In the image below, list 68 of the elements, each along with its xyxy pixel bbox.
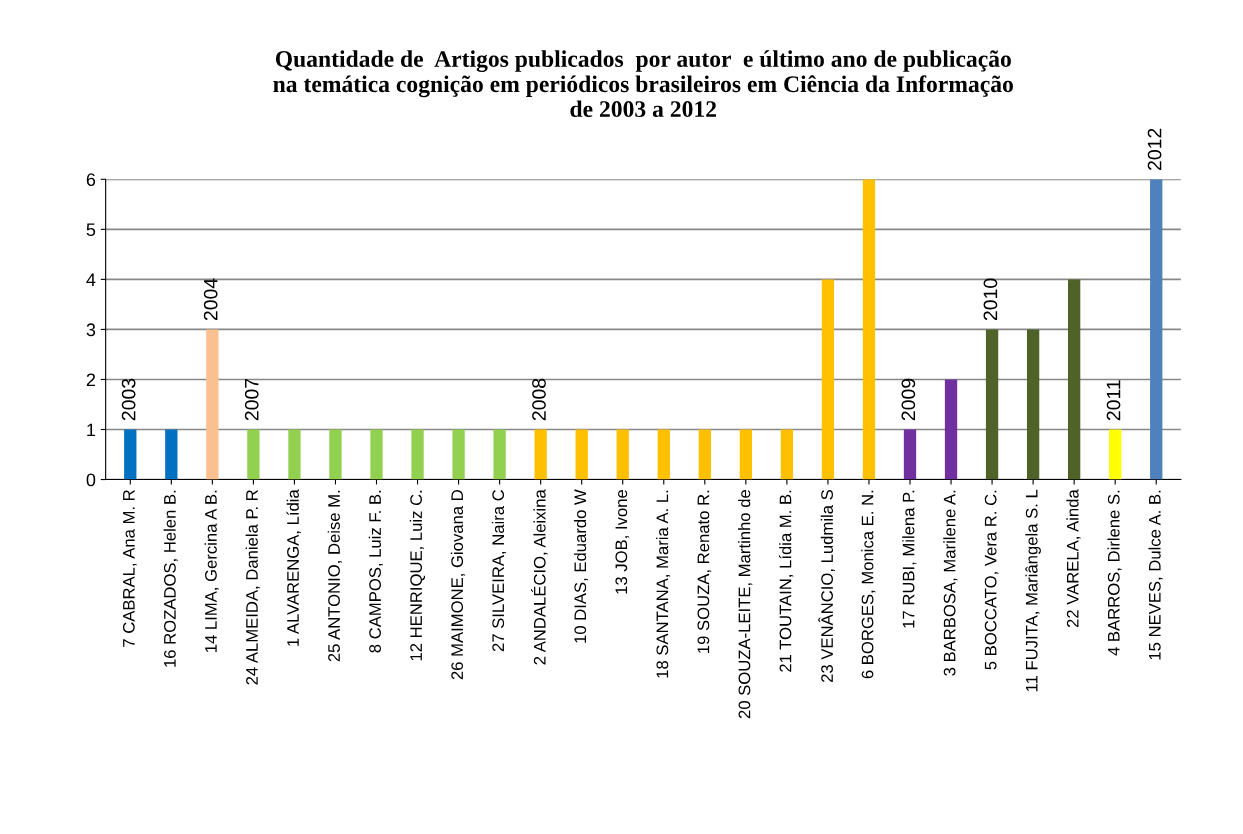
x-tick-label: 6 BORGES, Monica E. N.	[861, 490, 876, 679]
x-tick-label: 18 SANTANA, Maria A. L.	[656, 490, 671, 678]
annotation: 2009	[901, 378, 916, 421]
x-tick-label: 19 SOUZA, Renato R.	[697, 490, 712, 653]
annotation: 2012	[1147, 128, 1162, 170]
x-tick-label: 8 CAMPOS, Luiz F. B.	[368, 490, 383, 653]
y-tick-label: 4	[86, 273, 96, 286]
bar	[944, 379, 958, 480]
x-tick-label: 23 VENÂNCIO, Ludmila S	[818, 490, 835, 683]
y-tick-label: 3	[86, 323, 96, 337]
x-tick-label: 12 HENRIQUE, Luiz C.	[409, 490, 425, 661]
y-tick-label: 0	[86, 473, 96, 487]
x-tick-label: 4 BARROS, Dirlene S.	[1107, 490, 1122, 656]
bar	[124, 429, 137, 480]
bar	[411, 429, 424, 480]
x-tick-label: 20 SOUZA-LEITE, Martinho de	[738, 490, 753, 719]
bar	[329, 429, 342, 480]
bar	[780, 429, 794, 480]
bar	[616, 429, 629, 480]
bar	[452, 429, 465, 480]
bar	[698, 429, 711, 480]
y-tick-label: 1	[87, 423, 96, 437]
annotation: 2007	[244, 378, 259, 421]
x-tick-label: 10 DIAS, Eduardo W	[573, 489, 589, 643]
x-tick-label: 27 SILVEIRA, Naira C	[491, 489, 507, 652]
bar	[862, 179, 876, 480]
bar	[575, 429, 588, 480]
x-tick-label: 5 BOCCATO, Vera R. C.	[984, 490, 999, 670]
y-tick-label: 2	[86, 373, 96, 387]
bar	[288, 429, 301, 480]
bar	[206, 329, 219, 480]
x-tick-label: 17 RUBI, Milena P.	[902, 490, 917, 628]
bar	[821, 279, 835, 480]
bar	[493, 429, 506, 480]
annotation: 2003	[121, 378, 136, 421]
bar	[1068, 279, 1081, 480]
x-tick-label: 25 ANTONIO, Deise M.	[327, 490, 342, 662]
x-tick-label: 7 CABRAL, Ana M. R	[122, 490, 137, 647]
annotation: 2010	[983, 278, 998, 321]
x-tick-label: 2 ANDALÉCIO, Aleixina	[531, 489, 548, 665]
bar	[1150, 179, 1163, 480]
bar	[739, 429, 752, 480]
bar	[165, 429, 178, 480]
x-tick-label: 15 NEVES, Dulce A. B.	[1148, 490, 1163, 660]
annotation: 2011	[1106, 380, 1121, 421]
x-tick-label: 16 ROZADOS, Helen B.	[163, 490, 178, 667]
bar	[985, 329, 999, 480]
bar	[1109, 429, 1122, 480]
x-tick-label: 11 FUJITA, Mariângela S. L	[1025, 489, 1041, 692]
x-tick-label: 3 BARBOSA, Marilene A.	[943, 490, 958, 676]
annotation: 2008	[532, 378, 546, 421]
y-tick-label: 6	[86, 173, 96, 187]
bar	[657, 429, 670, 480]
chart-title: Quantidade de Artigos publicados por autor e último ano de publicação na temática cognição em periódicos brasileiros em Ciência da Informação de 2003 a 2012	[273, 50, 1013, 118]
x-tick-label: 22 VARELA, Ainda	[1066, 489, 1081, 628]
y-tick-label: 5	[86, 223, 96, 237]
x-tick-label: 1 ALVARENGA, Lídia	[286, 489, 301, 646]
bar	[534, 429, 547, 480]
x-tick-label: 24 ALMEIDA, Daniela P. R	[245, 490, 260, 685]
bar	[247, 429, 260, 480]
x-tick-label: 13 JOB, Ivone	[615, 490, 630, 594]
x-tick-label: 21 TOUTAIN, Lídia M. B.	[778, 490, 794, 672]
x-tick-label: 26 MAIMONE, Giovana D	[450, 490, 466, 680]
bar	[903, 429, 917, 480]
bar	[1026, 329, 1040, 480]
annotation: 2004	[203, 278, 218, 321]
x-tick-label: 14 LIMA, Gercina A B.	[204, 490, 219, 652]
bar	[370, 429, 383, 480]
